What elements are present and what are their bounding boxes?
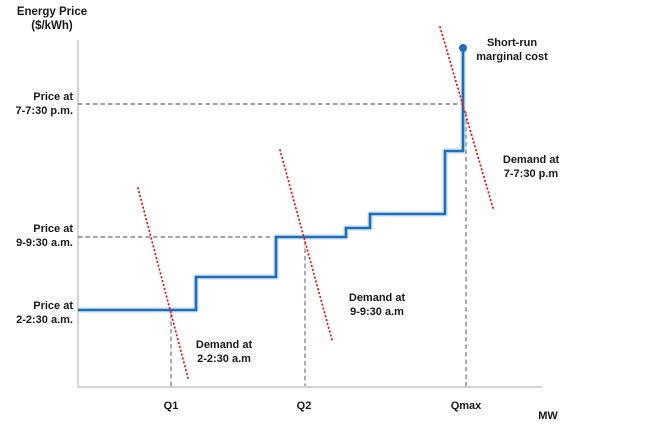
price-label-line: 2-2:30 a.m. [16,314,73,326]
price-label-line: Price at [33,91,73,103]
price-label-2-230am: Price at 2-2:30 a.m. [0,299,73,327]
x-axis-unit-label: MW [538,410,558,422]
annotation-demand-2-230am: Demand at 2-2:30 a.m [164,338,284,366]
price-label-7-730pm: Price at 7-7:30 p.m. [0,90,73,118]
annotation-line: Demand at [195,339,253,351]
supply-curve-end-dot [459,44,467,52]
x-tick-q2: Q2 [296,400,312,412]
annotation-line: 2-2:30 a.m [197,353,251,365]
annotation-line: Demand at [348,292,406,304]
price-label-line: Price at [33,300,73,312]
y-axis-title: Energy Price ($/kWh) [0,5,104,33]
x-tick-q1: Q1 [163,400,179,412]
supply-curve [78,48,465,312]
annotation-short-run-marginal-cost: Short-run marginal cost [442,36,582,64]
demand-line-1 [279,149,333,341]
annotation-line: Short-run [486,37,538,49]
demand-line-2 [439,26,494,209]
annotation-demand-7-730pm: Demand at 7-7:30 p.m [471,153,591,181]
price-label-9-930am: Price at 9-9:30 a.m. [0,222,73,250]
annotation-demand-9-930am: Demand at 9-9:30 a.m [317,291,437,319]
axes [77,40,542,388]
annotation-line: 7-7:30 p.m [503,168,559,180]
annotation-line: 9-9:30 a.m [350,306,404,318]
y-axis-title-line1: Energy Price [16,6,88,18]
y-axis-title-line2: ($/kWh) [31,20,73,32]
price-label-line: 7-7:30 p.m. [15,105,73,117]
demand-line-0 [137,187,189,379]
price-label-line: Price at [33,223,73,235]
supply-curve-halo [78,48,466,313]
annotation-line: marginal cost [476,51,548,63]
x-tick-qmax: Qmax [450,400,482,412]
price-label-line: 9-9:30 a.m. [16,237,73,249]
annotation-line: Demand at [502,154,560,166]
